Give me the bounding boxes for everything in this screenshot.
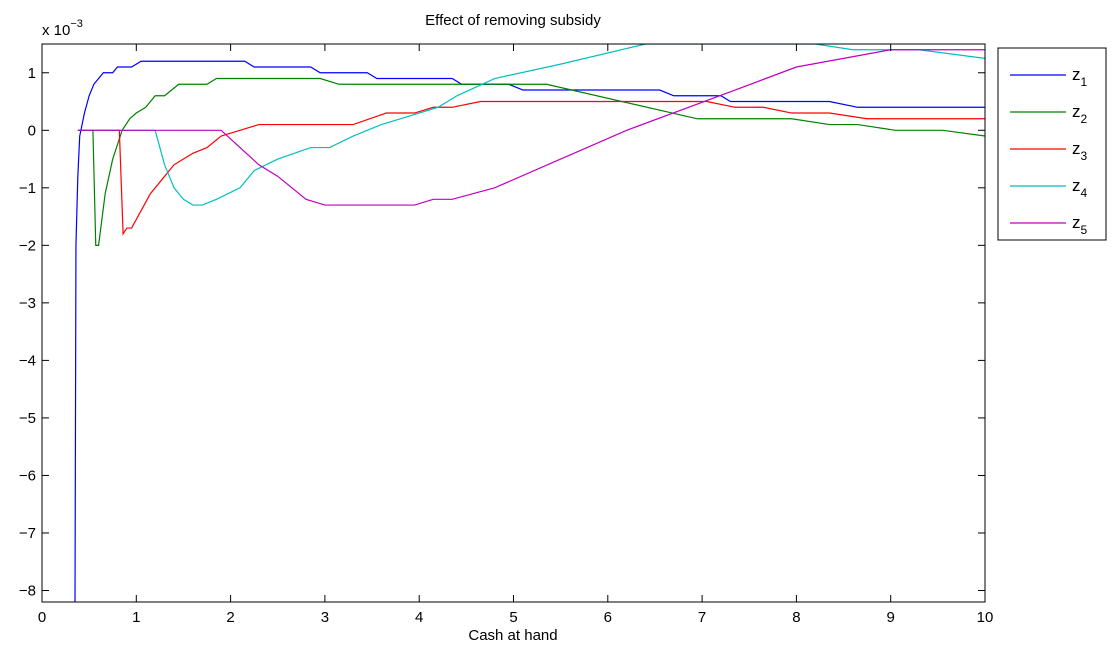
y-tick-label: −5 <box>19 410 36 427</box>
y-tick-label: −2 <box>19 237 36 254</box>
y-tick-label: −4 <box>19 352 36 369</box>
legend-item-z4: z4 <box>1010 176 1088 200</box>
x-tick-label: 10 <box>977 609 994 626</box>
legend-item-z1: z1 <box>1010 65 1088 89</box>
legend-label: z2 <box>1072 102 1088 126</box>
y-exponent-power: −3 <box>70 18 83 30</box>
y-exponent-base: x 10 <box>42 22 70 39</box>
x-tick-label: 1 <box>132 609 140 626</box>
y-tick-label: 1 <box>28 65 36 82</box>
x-tick-label: 7 <box>698 609 706 626</box>
y-tick-label: −1 <box>19 180 36 197</box>
series-line-z1 <box>74 60 985 602</box>
ticks-layer: 0 1 2 3 4 5 6 7 8 9 10 −8 −7 −6 −5 −4 −3 −2 −1 0 1 <box>19 44 993 626</box>
legend-item-z5: z5 <box>1010 213 1088 237</box>
y-tick-label: −7 <box>19 525 36 542</box>
legend-item-z2: z2 <box>1010 102 1088 126</box>
x-tick-label: 2 <box>226 609 234 626</box>
series-line-z2 <box>77 77 985 246</box>
legend-box <box>997 47 1107 241</box>
x-tick-label: 5 <box>509 609 517 626</box>
y-tick-label: −3 <box>19 295 36 312</box>
x-tick-label: 0 <box>38 609 46 626</box>
x-tick-label: 4 <box>415 609 423 626</box>
y-tick-label: −8 <box>19 582 36 599</box>
legend-label: z1 <box>1072 65 1088 89</box>
legend-label: z4 <box>1072 176 1088 200</box>
legend: z1 z2 z3 z4 z5 <box>997 47 1107 241</box>
y-exponent-label: x 10−3 <box>42 18 83 39</box>
legend-label: z5 <box>1072 213 1088 237</box>
x-tick-label: 9 <box>887 609 895 626</box>
series-line-z3 <box>77 100 985 236</box>
y-tick-label: 0 <box>28 122 36 139</box>
series-layer <box>74 44 985 602</box>
chart-title: Effect of removing subsidy <box>425 12 601 29</box>
legend-label: z3 <box>1072 139 1088 163</box>
series-line-z4 <box>77 44 985 206</box>
x-tick-label: 8 <box>792 609 800 626</box>
legend-item-z3: z3 <box>1010 139 1088 163</box>
x-tick-label: 3 <box>321 609 329 626</box>
x-axis-label: Cash at hand <box>468 627 557 644</box>
series-line-z5 <box>77 49 985 206</box>
x-tick-label: 6 <box>604 609 612 626</box>
y-tick-label: −6 <box>19 467 36 484</box>
axes-frame <box>41 43 986 603</box>
